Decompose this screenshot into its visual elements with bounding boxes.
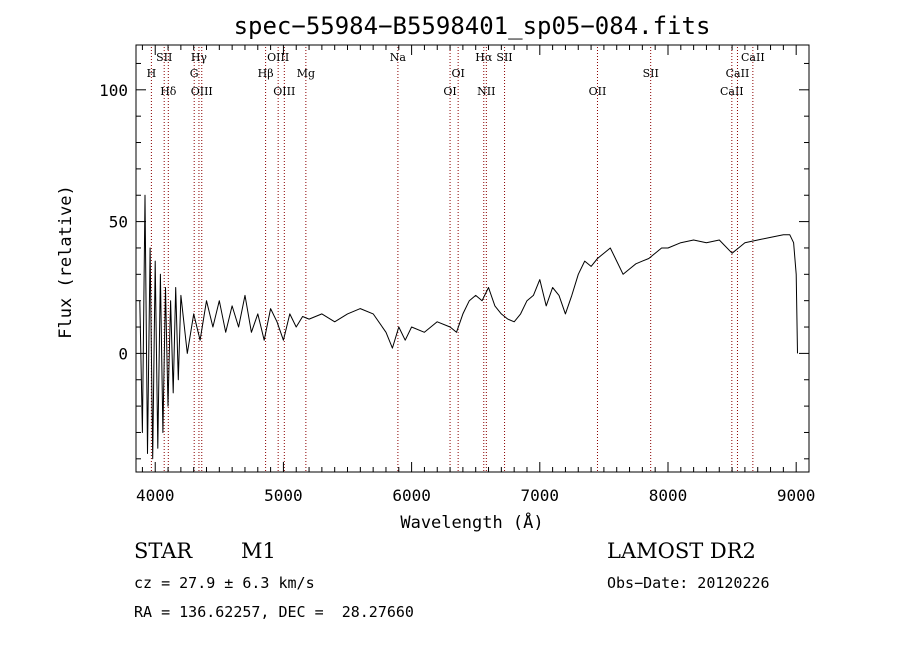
- plot-frame: [135, 44, 810, 473]
- marker-label-12: OI: [451, 67, 464, 80]
- marker-label-18: CaII: [720, 85, 744, 98]
- marker-label-13: Hα: [475, 51, 493, 64]
- x-tick-label-0: 4000: [136, 486, 175, 505]
- marker-label-20: CaII: [741, 51, 765, 64]
- marker-label-6: Hβ: [258, 67, 274, 80]
- x-tick-label-2: 6000: [392, 486, 431, 505]
- marker-label-1: SII: [156, 51, 172, 64]
- x-axis-label: Wavelength (Å): [400, 511, 543, 533]
- marker-label-2: Hδ: [160, 85, 177, 98]
- marker-label-5: OIII: [191, 85, 213, 98]
- marker-label-3: G: [190, 67, 199, 80]
- marker-label-0: H: [147, 67, 157, 80]
- marker-label-11: OI: [443, 85, 456, 98]
- marker-label-7: OIII: [267, 51, 289, 64]
- marker-label-4: Hγ: [191, 51, 208, 64]
- redshift-readout: cz = 27.9 ± 6.3 km/s: [134, 574, 315, 592]
- x-tick-label-1: 5000: [264, 486, 303, 505]
- object-class: STAR: [134, 539, 193, 563]
- y-axis-label: Flux (relative): [56, 185, 76, 339]
- marker-label-9: Mg: [297, 67, 315, 80]
- marker-label-14: NII: [477, 85, 495, 98]
- series-layer: [139, 194, 798, 460]
- coordinates-readout: RA = 136.62257, DEC = 28.27660: [134, 603, 414, 621]
- y-tick-label-1: 50: [109, 213, 128, 232]
- marker-label-15: SII: [496, 51, 512, 64]
- spectrum-line-0: [139, 194, 798, 460]
- object-subclass: M1: [241, 539, 276, 563]
- obs-date: Obs−Date: 20120226: [607, 574, 770, 592]
- survey-name: LAMOST DR2: [607, 539, 756, 563]
- line-markers: HSIIHδGHγOIIIHβOIIIOIIIMgNaOIOIHαNIISIIO…: [147, 47, 765, 472]
- marker-label-17: SII: [643, 67, 659, 80]
- marker-label-19: CaII: [726, 67, 750, 80]
- marker-label-10: Na: [390, 51, 407, 64]
- x-tick-label-3: 7000: [521, 486, 560, 505]
- chart-title: spec−55984−B5598401_sp05−084.fits: [234, 12, 711, 40]
- x-tick-label-5: 9000: [777, 486, 816, 505]
- axis-ticks: 4000 5000 6000 7000 8000 9000 0 50 100: [99, 45, 815, 505]
- x-tick-label-4: 8000: [649, 486, 688, 505]
- y-tick-label-2: 100: [99, 81, 128, 100]
- marker-label-8: OIII: [273, 85, 295, 98]
- marker-label-16: OII: [589, 85, 607, 98]
- y-tick-label-0: 0: [118, 344, 128, 363]
